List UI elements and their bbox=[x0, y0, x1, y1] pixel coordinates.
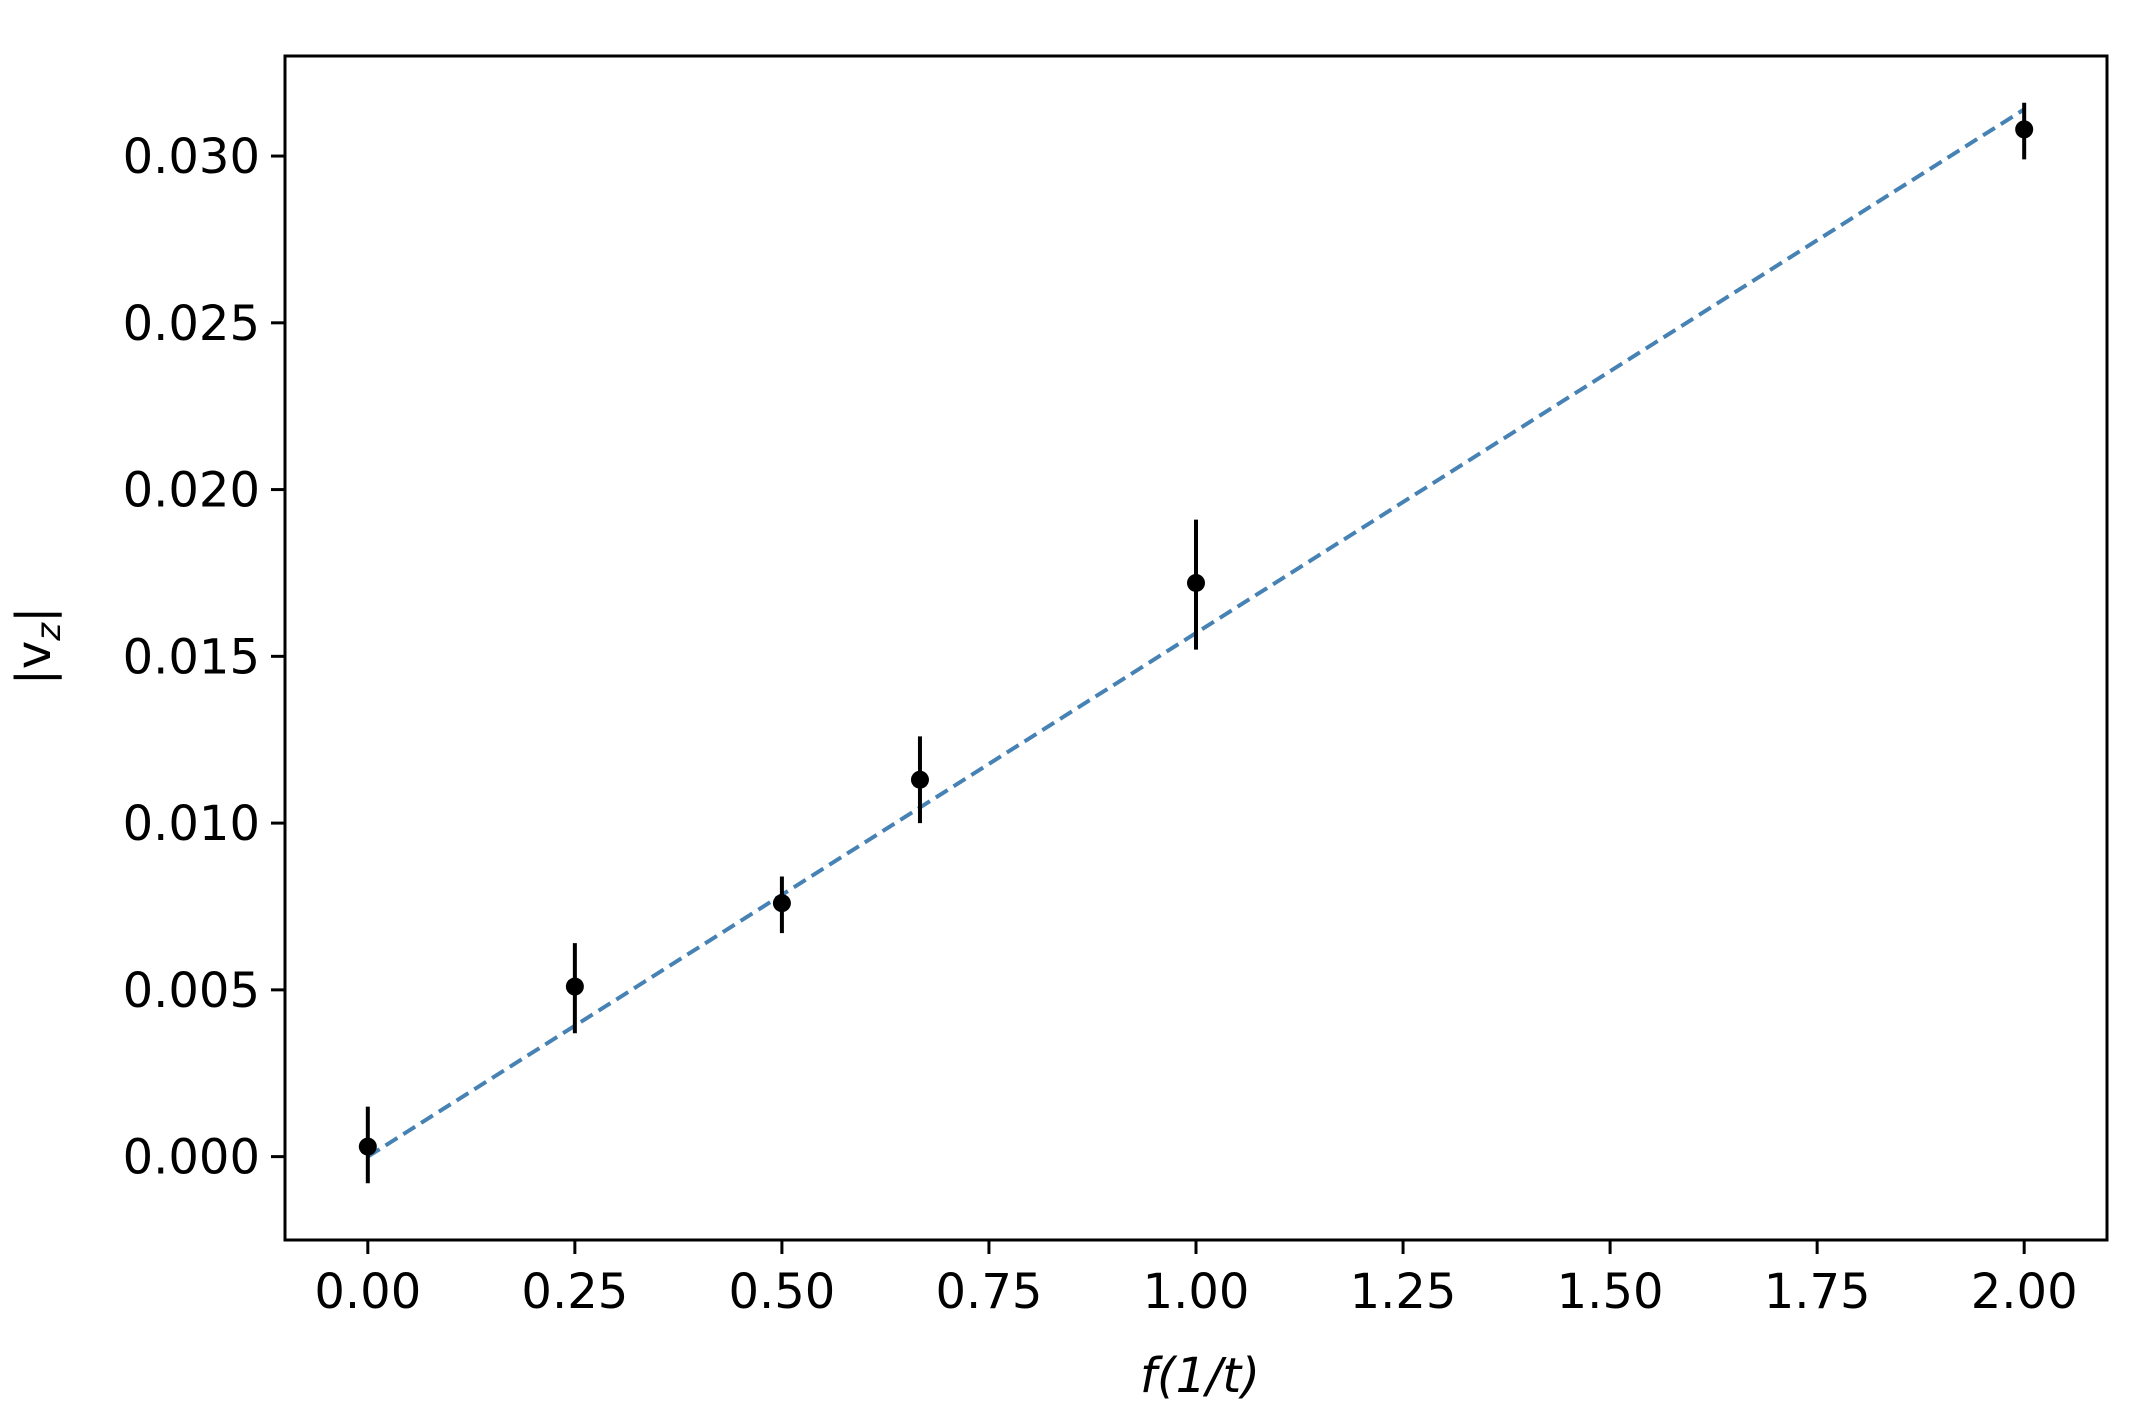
data-point bbox=[910, 770, 929, 789]
x-tick-label: 1.75 bbox=[1764, 1264, 1871, 1320]
y-tick-label: 0.015 bbox=[123, 629, 260, 685]
data-point bbox=[565, 977, 584, 996]
x-tick-label: 1.50 bbox=[1557, 1264, 1664, 1320]
x-tick-label: 0.25 bbox=[521, 1264, 628, 1320]
y-tick-label: 0.005 bbox=[123, 963, 260, 1019]
data-point bbox=[772, 894, 791, 913]
data-point bbox=[2015, 120, 2034, 139]
x-tick-label: 2.00 bbox=[1971, 1264, 2078, 1320]
x-tick-label: 0.50 bbox=[728, 1264, 835, 1320]
plot-marks bbox=[358, 102, 2034, 1184]
x-axis-label: f(1/t) bbox=[1140, 1348, 1260, 1404]
y-tick-label: 0.000 bbox=[123, 1130, 260, 1186]
y-tick-label: 0.030 bbox=[123, 129, 260, 185]
data-point bbox=[358, 1137, 377, 1156]
data-point bbox=[1187, 573, 1205, 592]
y-axis-label: |vz| bbox=[6, 607, 69, 686]
x-tick-label: 0.75 bbox=[936, 1264, 1043, 1320]
y-tick-label: 0.025 bbox=[123, 296, 260, 352]
x-tick-label: 1.25 bbox=[1350, 1264, 1457, 1320]
x-axis-ticks: 0.00 0.25 0.50 0.75 1.00 1.25 1.50 1.75 2.00 bbox=[314, 1240, 2078, 1320]
x-tick-label: 1.00 bbox=[1143, 1264, 1250, 1320]
y-axis-ticks: 0.000 0.005 0.010 0.015 0.020 0.025 0.030 bbox=[123, 129, 285, 1186]
y-tick-label: 0.010 bbox=[123, 796, 260, 852]
y-tick-label: 0.020 bbox=[123, 463, 260, 519]
x-tick-label: 0.00 bbox=[314, 1264, 421, 1320]
